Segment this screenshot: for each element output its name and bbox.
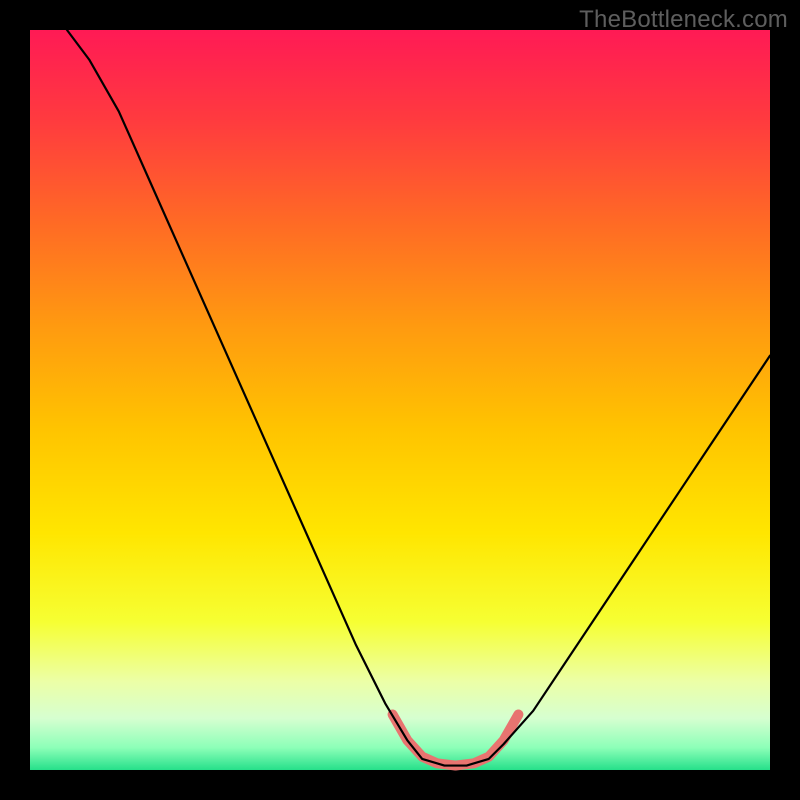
plot-background: [30, 30, 770, 770]
watermark-text: TheBottleneck.com: [579, 6, 788, 34]
chart-svg: [0, 0, 800, 800]
chart-stage: TheBottleneck.com: [0, 0, 800, 800]
